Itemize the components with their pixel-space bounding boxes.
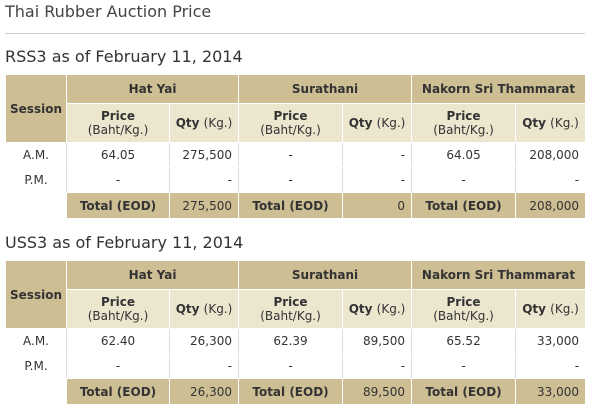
qty-cell: - bbox=[515, 353, 587, 379]
session-cell: A.M. bbox=[5, 328, 67, 354]
title-divider bbox=[5, 33, 585, 34]
price-label: Price bbox=[100, 109, 136, 123]
price-cell: - bbox=[66, 353, 170, 379]
price-header: Price (Baht/Kg.) bbox=[238, 289, 344, 329]
price-cell: - bbox=[411, 167, 517, 193]
qty-unit: (Kg.) bbox=[203, 302, 233, 316]
price-cell: 64.05 bbox=[66, 142, 170, 168]
price-label: Price bbox=[100, 295, 136, 309]
qty-header: Qty (Kg.) bbox=[515, 103, 587, 143]
qty-label: Qty bbox=[522, 116, 546, 130]
price-header: Price (Baht/Kg.) bbox=[411, 289, 517, 329]
location-header-surathani: Surathani bbox=[238, 260, 413, 290]
price-cell: 62.39 bbox=[238, 328, 344, 354]
qty-label: Qty bbox=[175, 116, 200, 130]
total-value: 208,000 bbox=[515, 192, 587, 219]
qty-unit: (Kg.) bbox=[376, 302, 406, 316]
qty-label: Qty bbox=[175, 302, 200, 316]
qty-cell: 33,000 bbox=[515, 328, 587, 354]
rss3-section-title: RSS3 as of February 11, 2014 bbox=[5, 47, 243, 66]
qty-cell: 26,300 bbox=[168, 328, 240, 354]
table-row: A.M. 64.05 275,500 - - 64.05 208,000 bbox=[5, 142, 587, 168]
qty-header: Qty (Kg.) bbox=[342, 289, 413, 329]
qty-unit: (Kg.) bbox=[203, 116, 233, 130]
rss3-price-table: Session Hat Yai Surathani Nakorn Sri Tha… bbox=[5, 74, 587, 219]
uss3-price-table: Session Hat Yai Surathani Nakorn Sri Tha… bbox=[5, 260, 587, 405]
location-header-nakorn-sri-thammarat: Nakorn Sri Thammarat bbox=[411, 260, 587, 290]
qty-label: Qty bbox=[522, 302, 546, 316]
price-unit: (Baht/Kg.) bbox=[260, 123, 321, 137]
price-cell: - bbox=[238, 167, 344, 193]
price-header: Price (Baht/Kg.) bbox=[66, 103, 170, 143]
qty-header: Qty (Kg.) bbox=[168, 103, 240, 143]
price-header: Price (Baht/Kg.) bbox=[411, 103, 517, 143]
total-value: 0 bbox=[342, 192, 413, 219]
price-label: Price bbox=[446, 295, 481, 309]
qty-cell: - bbox=[342, 167, 413, 193]
price-cell: 64.05 bbox=[411, 142, 517, 168]
session-cell: P.M. bbox=[5, 353, 67, 379]
location-header-hat-yai: Hat Yai bbox=[65, 74, 240, 104]
price-header: Price (Baht/Kg.) bbox=[66, 289, 170, 329]
price-unit: (Baht/Kg.) bbox=[260, 309, 321, 323]
qty-label: Qty bbox=[348, 302, 373, 316]
price-unit: (Baht/Kg.) bbox=[87, 309, 149, 323]
table-row: A.M. 62.40 26,300 62.39 89,500 65.52 33,… bbox=[5, 328, 587, 354]
qty-cell: 89,500 bbox=[342, 328, 413, 354]
location-header-nakorn-sri-thammarat: Nakorn Sri Thammarat bbox=[411, 74, 587, 104]
page-title: Thai Rubber Auction Price bbox=[5, 2, 212, 21]
price-cell: - bbox=[238, 353, 344, 379]
table-row: P.M. - - - - - - bbox=[5, 353, 587, 379]
qty-cell: - bbox=[342, 142, 413, 168]
qty-cell: - bbox=[168, 167, 240, 193]
uss3-section-title: USS3 as of February 11, 2014 bbox=[5, 233, 244, 252]
qty-label: Qty bbox=[348, 116, 373, 130]
total-label: Total (EOD) bbox=[66, 192, 170, 219]
location-header-surathani: Surathani bbox=[238, 74, 413, 104]
qty-header: Qty (Kg.) bbox=[168, 289, 240, 329]
session-header: Session bbox=[5, 74, 67, 143]
price-cell: 62.40 bbox=[66, 328, 170, 354]
price-cell: - bbox=[411, 353, 517, 379]
total-label: Total (EOD) bbox=[238, 192, 344, 219]
price-label: Price bbox=[446, 109, 481, 123]
total-label: Total (EOD) bbox=[411, 192, 517, 219]
price-unit: (Baht/Kg.) bbox=[433, 309, 494, 323]
qty-cell: 275,500 bbox=[168, 142, 240, 168]
session-header: Session bbox=[5, 260, 67, 329]
price-cell: - bbox=[238, 142, 344, 168]
price-label: Price bbox=[273, 109, 308, 123]
session-cell: A.M. bbox=[5, 142, 67, 168]
total-row: Total (EOD) 275,500 Total (EOD) 0 Total … bbox=[5, 192, 587, 219]
qty-cell: - bbox=[168, 353, 240, 379]
price-unit: (Baht/Kg.) bbox=[87, 123, 149, 137]
qty-unit: (Kg.) bbox=[376, 116, 406, 130]
table-row: P.M. - - - - - - bbox=[5, 167, 587, 193]
price-header: Price (Baht/Kg.) bbox=[238, 103, 344, 143]
price-unit: (Baht/Kg.) bbox=[433, 123, 494, 137]
qty-cell: 208,000 bbox=[515, 142, 587, 168]
qty-cell: - bbox=[342, 353, 413, 379]
qty-cell: - bbox=[515, 167, 587, 193]
qty-unit: (Kg.) bbox=[550, 116, 579, 130]
price-cell: 65.52 bbox=[411, 328, 517, 354]
qty-unit: (Kg.) bbox=[550, 302, 579, 316]
session-cell: P.M. bbox=[5, 167, 67, 193]
qty-header: Qty (Kg.) bbox=[515, 289, 587, 329]
price-cell: - bbox=[66, 167, 170, 193]
price-label: Price bbox=[273, 295, 308, 309]
total-value: 275,500 bbox=[168, 192, 240, 219]
location-header-hat-yai: Hat Yai bbox=[65, 260, 240, 290]
qty-header: Qty (Kg.) bbox=[342, 103, 413, 143]
